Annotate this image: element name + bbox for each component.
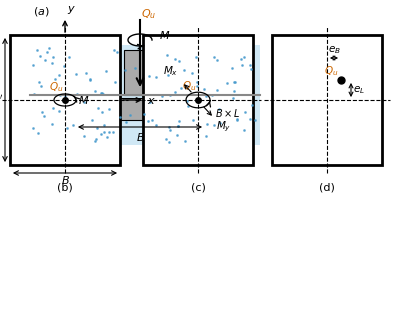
Text: $Q_u$: $Q_u$ <box>324 64 338 78</box>
Text: $M$: $M$ <box>159 29 170 41</box>
Text: $B$: $B$ <box>135 131 145 143</box>
Text: $B$: $B$ <box>60 174 69 186</box>
FancyBboxPatch shape <box>30 45 260 145</box>
FancyBboxPatch shape <box>10 35 120 165</box>
Text: (b): (b) <box>57 183 73 193</box>
Text: $Q_u$: $Q_u$ <box>182 79 196 93</box>
Text: $M_y$: $M_y$ <box>216 120 231 134</box>
Text: $x$: $x$ <box>147 96 156 106</box>
Text: (d): (d) <box>319 183 335 193</box>
Text: $B \times L$: $B \times L$ <box>215 107 241 119</box>
FancyBboxPatch shape <box>143 35 253 165</box>
Text: $y$: $y$ <box>67 4 76 16</box>
Text: $e_B$: $e_B$ <box>328 44 341 56</box>
Text: $(a)$: $(a)$ <box>33 5 50 18</box>
Text: $M_x$: $M_x$ <box>163 64 178 78</box>
FancyBboxPatch shape <box>124 50 156 95</box>
Text: $Q_u$: $Q_u$ <box>49 80 63 94</box>
Text: $e_L$: $e_L$ <box>353 84 365 96</box>
Text: $M$: $M$ <box>78 94 89 106</box>
Text: $Q_u$: $Q_u$ <box>141 7 156 21</box>
Text: $L'$: $L'$ <box>0 93 4 107</box>
FancyBboxPatch shape <box>75 98 205 120</box>
Text: (c): (c) <box>191 183 206 193</box>
FancyBboxPatch shape <box>272 35 382 165</box>
